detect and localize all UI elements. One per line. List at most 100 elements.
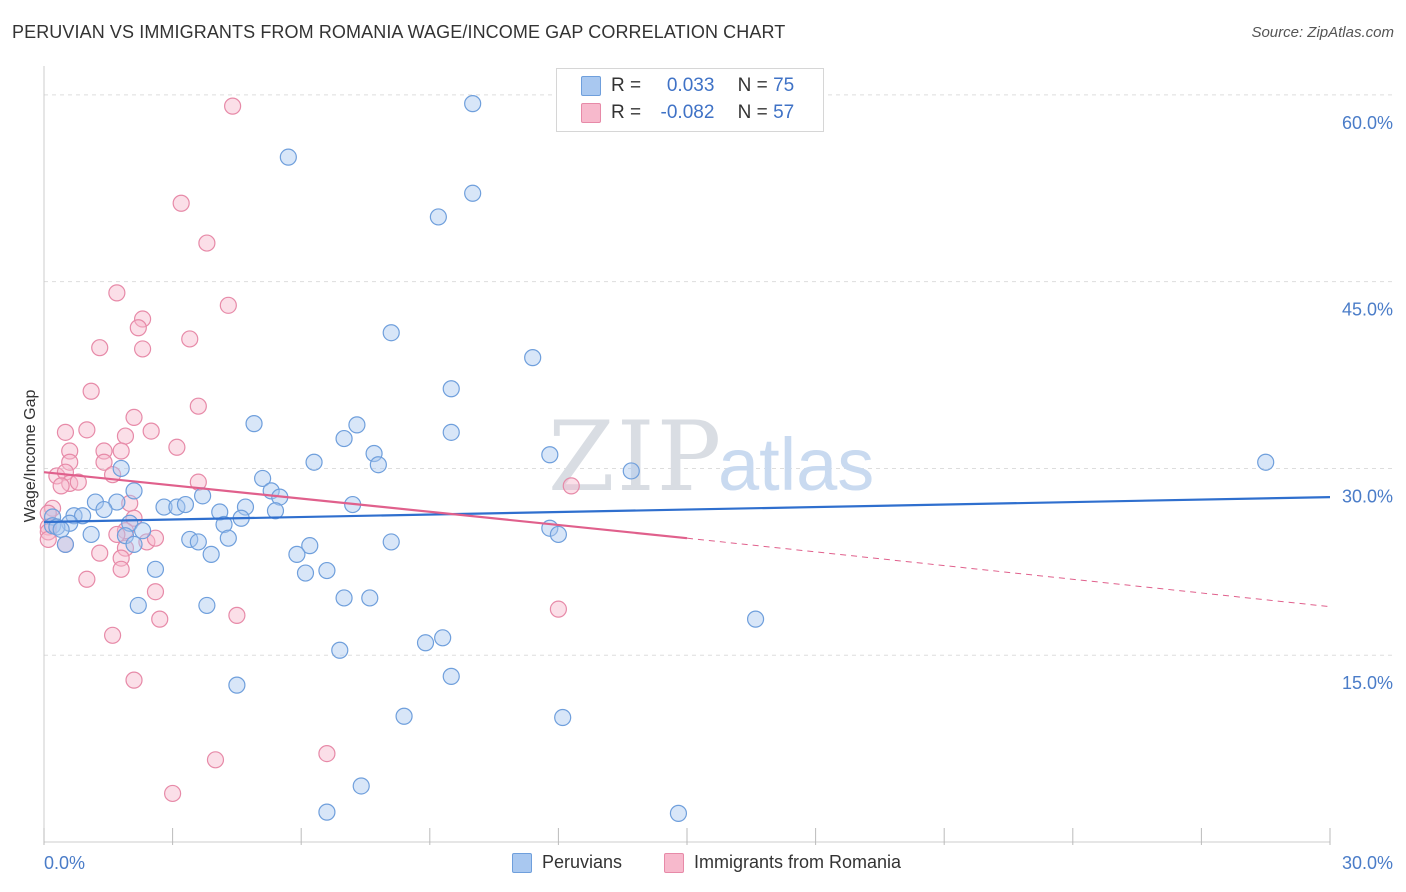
romania-point <box>181 330 199 348</box>
peruvian-point <box>746 610 765 628</box>
romania-point <box>112 560 130 578</box>
stats-legend: R = 0.033 N = 75 R = -0.082 N = 57 <box>556 68 824 132</box>
peruvian-point <box>95 500 113 519</box>
peruvian-point <box>198 596 216 615</box>
romania-point <box>189 397 207 415</box>
legend-r-label: R = <box>611 102 642 123</box>
peruvian-point <box>335 429 353 448</box>
romania-point <box>125 408 143 426</box>
x-tick-label: 30.0% <box>1342 853 1393 873</box>
peruvian-point <box>228 676 246 694</box>
peruvian-point <box>56 535 75 554</box>
romania-point <box>91 339 109 357</box>
peruvian-point <box>108 493 126 511</box>
legend-n-label: N = <box>737 102 768 123</box>
peruvian-point <box>129 596 147 615</box>
romania-point <box>138 533 156 551</box>
peruvian-point <box>288 545 306 563</box>
peruvian-point <box>82 525 100 544</box>
peruvian-point <box>176 495 195 514</box>
chart-title: PERUVIAN VS IMMIGRANTS FROM ROMANIA WAGE… <box>12 22 786 42</box>
romania-point <box>56 423 75 441</box>
peruvian-point <box>442 380 460 398</box>
peruvian-point <box>202 545 220 563</box>
peruvian-point <box>541 446 559 464</box>
y-axis-label: Wage/Income Gap <box>22 390 39 523</box>
peruvian-point <box>266 502 285 520</box>
peruvian-point <box>194 487 212 505</box>
peruvian-point <box>279 148 297 166</box>
romania-point <box>125 671 143 689</box>
peruvian-point <box>335 589 353 607</box>
peruvian-point <box>61 514 79 532</box>
romania-point <box>172 194 190 212</box>
romania-point <box>206 751 225 769</box>
peruvian-point <box>219 529 237 547</box>
y-tick-label: 30.0% <box>1342 486 1393 506</box>
peruvian-point <box>442 667 460 685</box>
peruvian-point <box>73 507 92 525</box>
y-tick-label: 45.0% <box>1342 300 1393 320</box>
peruvian-point <box>382 324 400 342</box>
romania-point <box>52 477 70 495</box>
peruvian-point <box>416 634 435 652</box>
romania-point <box>146 529 165 547</box>
legend-r-label: R = <box>611 75 642 96</box>
peruvian-point <box>429 208 447 226</box>
legend-row-peruvians: R = 0.033 N = 75 <box>581 75 794 99</box>
peruvian-point <box>254 469 272 488</box>
trend-lines <box>43 471 1331 608</box>
romania-point <box>219 296 237 314</box>
legend-r-value: 0.033 <box>666 75 715 96</box>
romania-point <box>198 234 216 252</box>
peruvian-point <box>215 515 233 534</box>
peruvian-point <box>116 527 135 545</box>
romania-point <box>142 422 160 440</box>
peruvian-point <box>361 589 379 607</box>
axes <box>43 66 1331 845</box>
romania-point <box>549 600 568 618</box>
peruvian-point <box>464 184 482 202</box>
romania-point <box>48 467 66 485</box>
peruvian-point <box>133 522 152 540</box>
romania-point <box>151 610 169 628</box>
romania-point <box>91 544 109 562</box>
peruvian-point <box>348 416 366 434</box>
romania-point <box>146 583 165 601</box>
peruvian-point <box>464 95 482 113</box>
romania-point <box>108 525 126 544</box>
legend-r-value: -0.082 <box>660 102 715 123</box>
peruvian-point <box>52 520 70 539</box>
romania-trend-extension <box>686 537 1331 608</box>
legend-swatch-pink <box>581 102 601 123</box>
romania-point <box>116 427 135 445</box>
romania-point <box>78 570 96 588</box>
romania-point <box>82 382 100 400</box>
romania-point <box>189 473 207 491</box>
peruvian-point <box>365 444 383 463</box>
y-tick-labels: 15.0% 30.0% 45.0% 60.0% <box>1342 113 1393 693</box>
peruvian-point <box>146 560 165 578</box>
bottom-legend-label: Peruvians <box>542 852 623 872</box>
bottom-legend-romania: Immigrants from Romania <box>664 852 901 874</box>
peruvian-point <box>382 533 400 551</box>
peruvian-point <box>331 641 349 659</box>
romania-point <box>95 453 113 471</box>
peruvian-point <box>112 459 130 478</box>
romania-point <box>164 784 182 803</box>
romania-point <box>103 626 122 644</box>
romania-point <box>56 463 75 481</box>
peruvian-point <box>245 415 263 433</box>
peruvian-point <box>318 561 336 580</box>
romania-point <box>78 421 96 439</box>
romania-point <box>129 319 147 337</box>
legend-swatch-blue <box>581 75 601 96</box>
watermark: ZIP atlas <box>548 401 874 513</box>
legend-n-value: 75 <box>773 75 795 96</box>
x-tick-label: 0.0% <box>44 853 85 873</box>
peruvian-point <box>296 564 315 582</box>
peruvian-point <box>669 804 688 822</box>
peruvian-point <box>622 462 640 480</box>
peruvian-point <box>554 708 572 727</box>
peruvian-point <box>524 349 542 367</box>
